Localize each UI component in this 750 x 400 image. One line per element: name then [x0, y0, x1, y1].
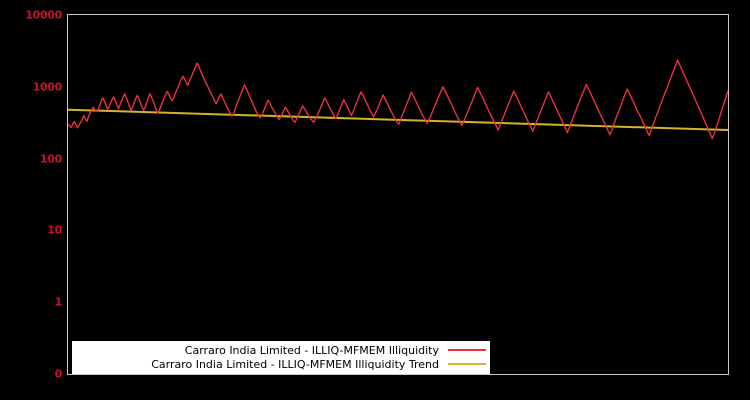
- trend-line-path: [68, 108, 728, 132]
- legend-item-series: Carraro India Limited - ILLIQ-MFMEM Illi…: [76, 343, 486, 357]
- legend-swatch-series-icon: [448, 349, 486, 351]
- y-tick-label: 1: [54, 295, 63, 309]
- legend-label-series: Carraro India Limited - ILLIQ-MFMEM Illi…: [184, 343, 439, 357]
- illiquidity-series-path: [68, 59, 728, 140]
- legend-swatch-trend-icon: [448, 363, 486, 365]
- y-tick-label: 1000: [32, 80, 63, 94]
- y-axis: 10000 1000 100 10 1 0: [0, 0, 62, 400]
- y-tick-label: 0: [54, 367, 63, 381]
- legend-label-trend: Carraro India Limited - ILLIQ-MFMEM Illi…: [151, 357, 439, 371]
- y-tick-label: 10000: [25, 8, 62, 22]
- legend-item-trend: Carraro India Limited - ILLIQ-MFMEM Illi…: [76, 357, 486, 371]
- plot-area: [67, 14, 729, 375]
- plot-svg: [68, 59, 728, 140]
- chart-legend: Carraro India Limited - ILLIQ-MFMEM Illi…: [72, 341, 490, 374]
- y-tick-label: 100: [39, 152, 62, 166]
- y-tick-label: 10: [47, 223, 62, 237]
